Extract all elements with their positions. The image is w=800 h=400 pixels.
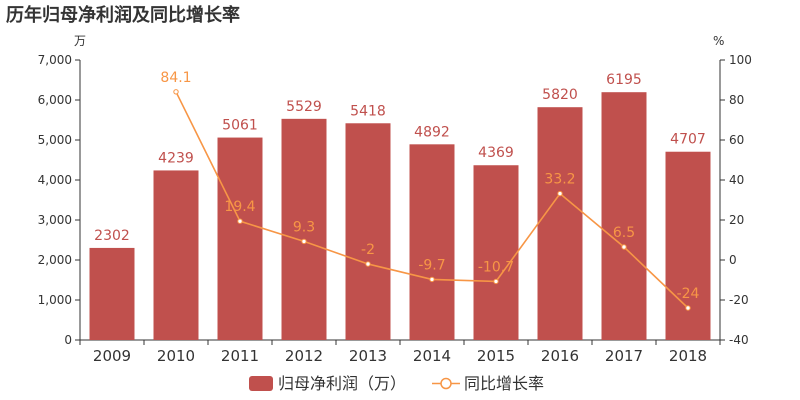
legend: 归母净利润（万） 同比增长率 — [249, 374, 544, 393]
bar — [473, 165, 519, 340]
x-tick-label: 2012 — [285, 347, 323, 365]
bar-value-label: 4239 — [158, 150, 194, 166]
legend-bar-label: 归母净利润（万） — [278, 374, 406, 393]
left-axis-unit: 万 — [74, 34, 86, 48]
bar — [217, 137, 263, 340]
line-point — [685, 305, 691, 311]
bar — [409, 144, 455, 340]
line-point — [365, 261, 371, 267]
left-tick-label: 7,000 — [38, 53, 72, 67]
right-tick-label: 60 — [729, 133, 744, 147]
chart-title: 历年归母净利润及同比增长率 — [6, 4, 240, 26]
left-tick-label: 3,000 — [38, 213, 72, 227]
bar-value-label: 4707 — [670, 132, 706, 148]
left-tick-label: 0 — [64, 333, 72, 347]
bar-value-label: 5418 — [350, 103, 386, 119]
line-point — [621, 244, 627, 250]
bar — [665, 151, 711, 340]
line-value-label: 9.3 — [293, 219, 315, 235]
right-tick-label: 20 — [729, 213, 744, 227]
x-tick-label: 2013 — [349, 347, 387, 365]
line-value-label: 33.2 — [544, 172, 575, 188]
bar — [89, 247, 135, 340]
x-tick-label: 2014 — [413, 347, 451, 365]
left-tick-label: 6,000 — [38, 93, 72, 107]
line-point — [237, 218, 243, 224]
bar-value-label: 4369 — [478, 145, 514, 161]
line-point — [301, 238, 307, 245]
line-point — [557, 190, 563, 197]
left-tick-label: 4,000 — [38, 173, 72, 187]
right-tick-label: 0 — [729, 253, 737, 267]
bar-value-label: 2302 — [94, 228, 130, 244]
x-tick-label: 2018 — [669, 347, 707, 365]
bar-value-label: 5529 — [286, 99, 322, 115]
left-tick-label: 5,000 — [38, 133, 72, 147]
line-point — [429, 276, 435, 283]
line-value-label: -10.7 — [478, 259, 514, 275]
x-tick-label: 2010 — [157, 347, 195, 365]
bar-value-label: 5061 — [222, 118, 258, 134]
right-tick-label: -20 — [729, 293, 749, 307]
bar — [537, 107, 583, 340]
bar-series — [89, 92, 711, 340]
bar — [281, 118, 327, 340]
line-series — [173, 89, 691, 311]
bar-value-label: 5820 — [542, 87, 578, 103]
bar-data-labels: 2302 4239 5061 5529 5418 4892 4369 5820 6195 4707 — [94, 72, 706, 244]
line-value-label: -24 — [677, 286, 700, 302]
line-value-label: 84.1 — [160, 70, 191, 86]
legend-line-marker — [440, 377, 452, 390]
x-tick-label: 2016 — [541, 347, 579, 365]
bar — [345, 123, 391, 340]
left-tick-label: 2,000 — [38, 253, 72, 267]
bar — [153, 170, 199, 340]
x-tick-label: 2015 — [477, 347, 515, 365]
line-point — [493, 278, 499, 285]
legend-bar-swatch — [249, 376, 273, 391]
right-tick-label: 100 — [729, 53, 752, 67]
line-value-label: -2 — [361, 242, 375, 258]
left-tick-label: 1,000 — [38, 293, 72, 307]
bar-value-label: 6195 — [606, 72, 642, 88]
bar — [601, 92, 647, 340]
legend-line-label: 同比增长率 — [464, 374, 544, 393]
line-data-labels: 84.1 19.4 9.3 -2 -9.7 -10.7 33.2 6.5 -24 — [160, 70, 699, 302]
line-value-label: -9.7 — [418, 257, 445, 273]
x-tick-label: 2017 — [605, 347, 643, 365]
line-point — [173, 89, 179, 95]
line-value-label: 6.5 — [613, 225, 635, 241]
right-tick-label: 40 — [729, 173, 744, 187]
line-value-label: 19.4 — [224, 199, 255, 215]
axes: 0 1,000 2,000 3,000 4,000 5,000 6,000 7,000 -40 -… — [38, 53, 752, 365]
x-tick-label: 2011 — [221, 347, 259, 365]
bar-value-label: 4892 — [414, 124, 450, 140]
x-tick-label: 2009 — [93, 347, 131, 365]
right-axis-unit: % — [713, 34, 724, 48]
right-tick-label: 80 — [729, 93, 744, 107]
right-tick-label: -40 — [729, 333, 749, 347]
